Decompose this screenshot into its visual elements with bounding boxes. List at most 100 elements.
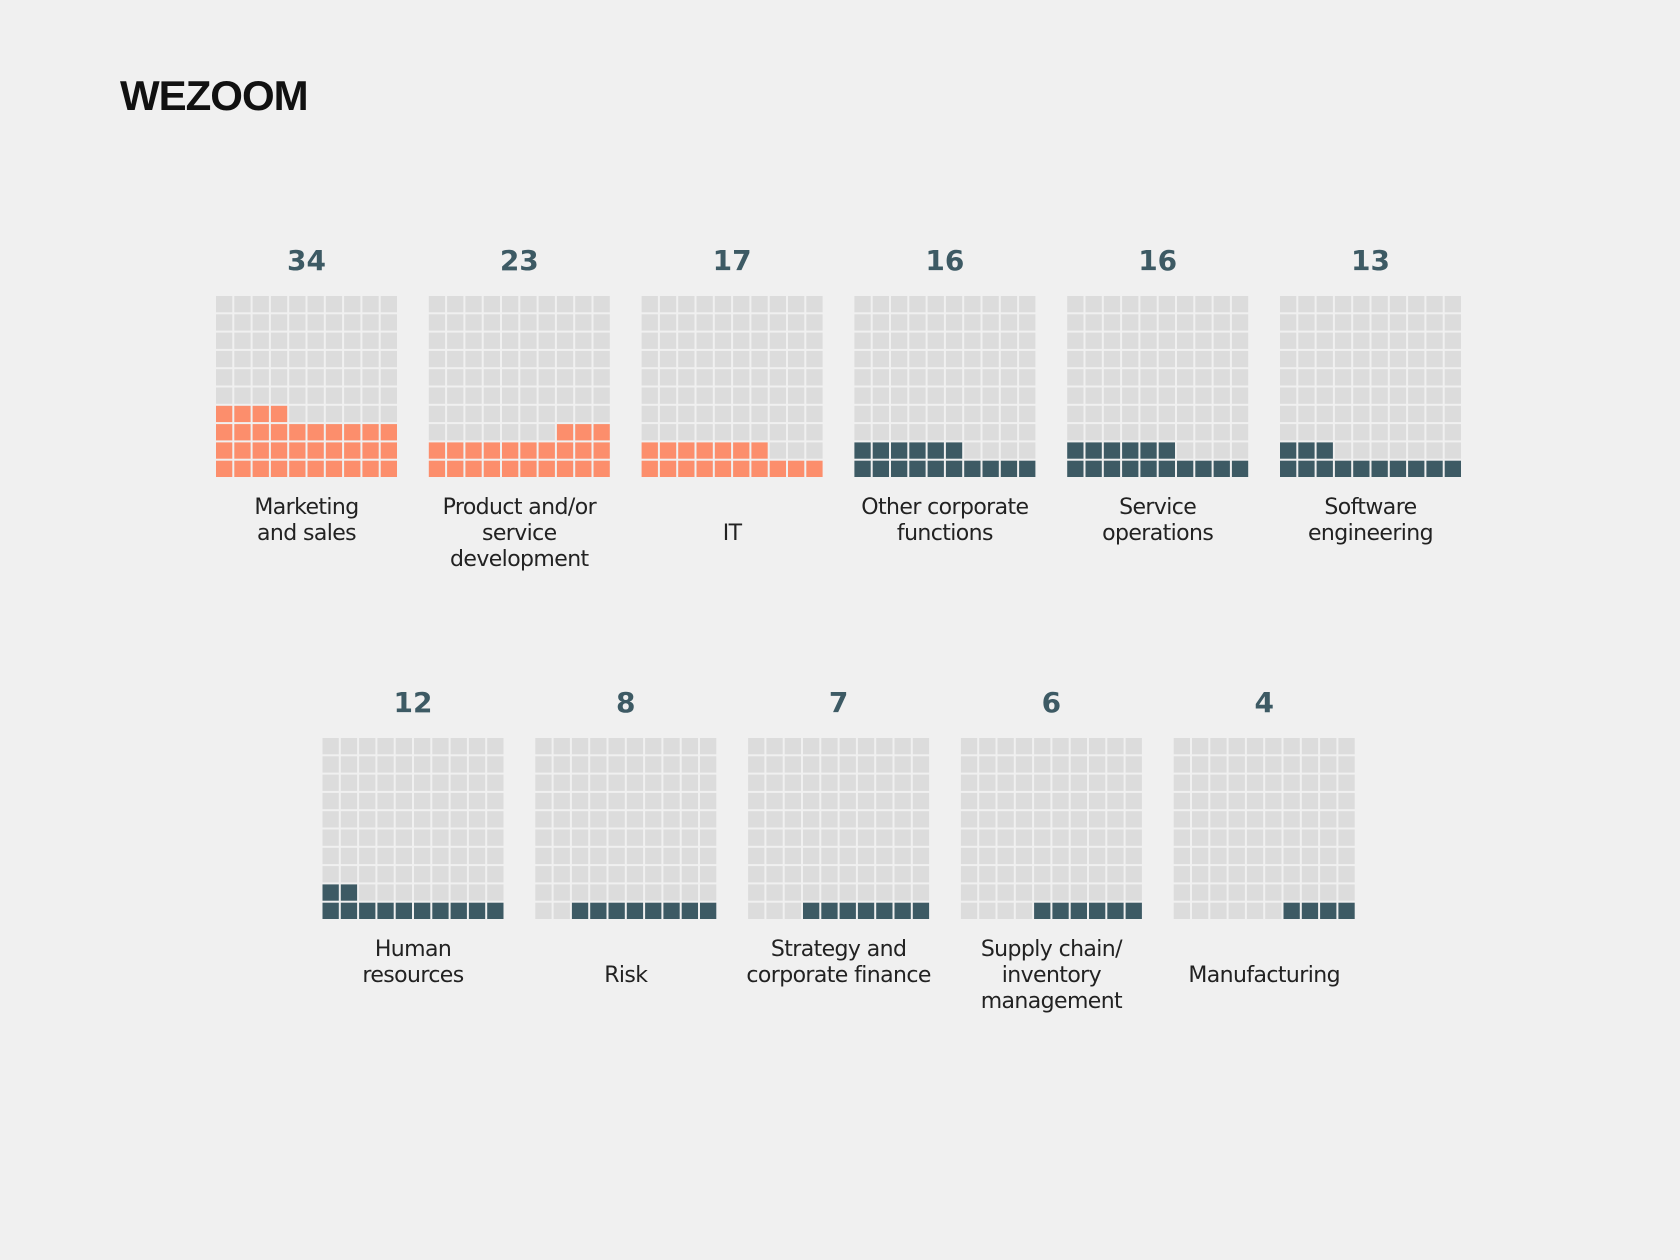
empty-cell: [1140, 332, 1157, 349]
empty-cell: [945, 405, 963, 423]
empty-cell: [997, 774, 1014, 791]
empty-cell: [700, 884, 717, 901]
empty-cell: [1085, 405, 1102, 423]
empty-cell: [483, 424, 500, 441]
empty-cell: [1301, 866, 1319, 883]
empty-cell: [626, 884, 644, 901]
waffle-cell: [380, 442, 397, 459]
waffle-cell: [252, 460, 269, 477]
waffle-cell: [325, 460, 343, 477]
empty-cell: [960, 829, 978, 846]
empty-cell: [1107, 866, 1124, 883]
empty-cell: [766, 811, 783, 828]
empty-cell: [571, 884, 589, 901]
empty-cell: [1389, 387, 1407, 404]
empty-cell: [748, 847, 765, 865]
empty-cell: [891, 296, 908, 313]
empty-cell: [1338, 792, 1355, 810]
empty-cell: [344, 369, 361, 386]
empty-cell: [1070, 738, 1087, 755]
empty-cell: [1316, 405, 1333, 423]
empty-cell: [979, 866, 996, 883]
empty-cell: [1158, 296, 1175, 313]
waffle-cell: [270, 424, 288, 441]
empty-cell: [344, 405, 361, 423]
waffle-cell: [1085, 442, 1102, 459]
empty-cell: [1125, 774, 1142, 791]
empty-cell: [857, 847, 875, 865]
empty-cell: [964, 296, 981, 313]
waffle-cell: [839, 902, 856, 919]
waffle-cell: [1408, 460, 1425, 477]
empty-cell: [1177, 442, 1194, 459]
empty-cell: [696, 350, 713, 368]
empty-cell: [766, 902, 783, 919]
value-label: 12: [393, 686, 433, 719]
empty-cell: [1371, 405, 1388, 423]
empty-cell: [891, 424, 908, 441]
empty-cell: [1173, 829, 1190, 846]
empty-cell: [1213, 314, 1230, 331]
empty-cell: [483, 314, 500, 331]
empty-cell: [1301, 847, 1319, 865]
empty-cell: [1210, 847, 1227, 865]
waffle-cell: [912, 902, 930, 919]
empty-cell: [979, 792, 996, 810]
empty-cell: [325, 369, 343, 386]
empty-cell: [1426, 405, 1443, 423]
empty-cell: [1000, 424, 1018, 441]
empty-cell: [700, 829, 717, 846]
empty-cell: [788, 314, 805, 331]
empty-cell: [1103, 424, 1121, 441]
empty-cell: [344, 296, 361, 313]
empty-cell: [854, 369, 871, 386]
empty-cell: [428, 332, 446, 349]
empty-cell: [1228, 884, 1245, 901]
empty-cell: [1444, 350, 1461, 368]
empty-cell: [252, 296, 269, 313]
waffle-cell: [483, 460, 500, 477]
empty-cell: [362, 369, 379, 386]
empty-cell: [894, 811, 911, 828]
waffle-cell: [344, 442, 361, 459]
empty-cell: [270, 332, 288, 349]
empty-cell: [575, 296, 592, 313]
empty-cell: [1125, 756, 1142, 773]
empty-cell: [289, 387, 306, 404]
category-label: Manufacturing: [1188, 963, 1340, 988]
empty-cell: [414, 829, 431, 846]
waffle-cell: [964, 460, 981, 477]
empty-cell: [1192, 902, 1209, 919]
empty-cell: [307, 314, 324, 331]
empty-cell: [1213, 405, 1230, 423]
empty-cell: [1228, 866, 1245, 883]
empty-cell: [872, 350, 889, 368]
empty-cell: [1283, 774, 1300, 791]
empty-cell: [1034, 756, 1051, 773]
empty-cell: [659, 314, 677, 331]
waffle-cell: [520, 442, 537, 459]
empty-cell: [1228, 811, 1245, 828]
empty-cell: [733, 296, 750, 313]
empty-cell: [359, 792, 376, 810]
empty-cell: [487, 811, 504, 828]
empty-cell: [960, 756, 978, 773]
waffle-cell: [806, 460, 823, 477]
empty-cell: [520, 296, 537, 313]
empty-cell: [344, 350, 361, 368]
empty-cell: [748, 866, 765, 883]
empty-cell: [593, 387, 610, 404]
waffle-cell: [289, 424, 306, 441]
value-label: 17: [712, 244, 752, 277]
empty-cell: [803, 738, 820, 755]
empty-cell: [1122, 314, 1139, 331]
empty-cell: [894, 866, 911, 883]
empty-cell: [1070, 774, 1087, 791]
empty-cell: [641, 387, 658, 404]
empty-cell: [909, 405, 926, 423]
empty-cell: [414, 738, 431, 755]
waffle-cell: [307, 442, 324, 459]
empty-cell: [535, 902, 552, 919]
waffle-cell: [626, 902, 644, 919]
empty-cell: [909, 369, 926, 386]
